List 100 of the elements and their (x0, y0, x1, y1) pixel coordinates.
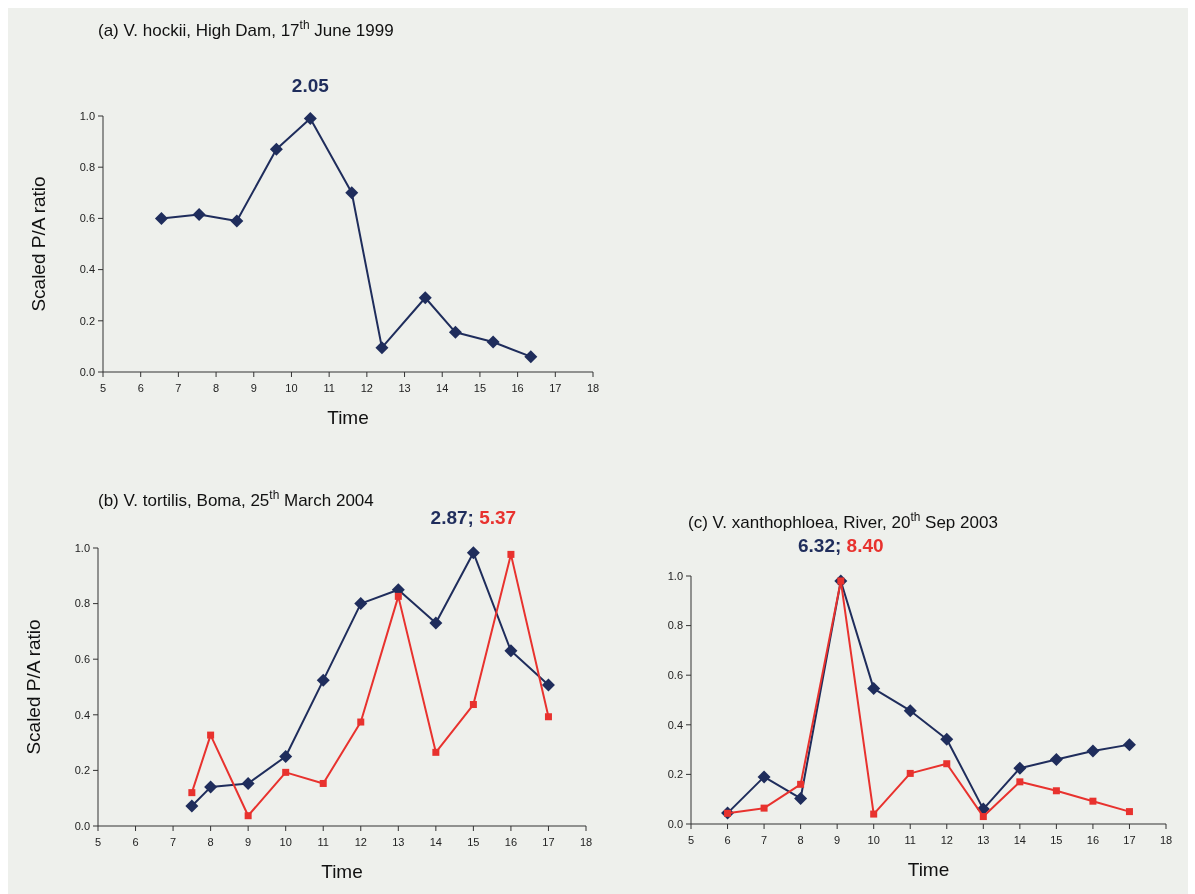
point (282, 768, 290, 776)
point (870, 810, 878, 818)
point (979, 813, 987, 821)
x-tick-label: 10 (285, 382, 298, 394)
x-tick-label: 14 (429, 836, 442, 848)
point (319, 779, 327, 787)
text: 2.87; (430, 507, 474, 528)
point (541, 678, 555, 692)
text: 8.40 (841, 535, 884, 556)
point (1086, 744, 1100, 758)
point (357, 718, 365, 726)
y-axis-title: Scaled P/A ratio (23, 619, 44, 755)
y-tick-label: 0.4 (667, 718, 683, 731)
point (241, 776, 255, 790)
y-tick-label: 0.8 (79, 161, 95, 174)
x-tick-label: 15 (473, 382, 487, 394)
point (432, 748, 440, 756)
point (448, 325, 462, 339)
point (207, 731, 215, 739)
chart-title: (c) V. xanthophloea, River, 20$^{th}$ Sep 2003 (688, 510, 998, 532)
point (906, 769, 914, 777)
y-tick-label: 0.0 (74, 819, 90, 832)
point (345, 186, 359, 200)
point (1089, 797, 1097, 805)
point (1013, 761, 1027, 775)
x-tick-label: 10 (279, 836, 292, 848)
x-tick-label: 6 (132, 836, 139, 848)
y-tick-label: 0.2 (667, 768, 683, 781)
point (230, 214, 244, 228)
x-tick-label: 9 (245, 836, 252, 848)
x-tick-label: 11 (323, 382, 335, 394)
point (943, 760, 951, 768)
x-tick-label: 5 (99, 382, 107, 394)
point (794, 791, 808, 805)
point (1049, 753, 1063, 767)
y-tick-label: 0.4 (79, 263, 95, 276)
x-axis-title: Time (321, 861, 363, 882)
x-tick-label: 8 (797, 834, 804, 846)
chart-title: (a) V. hockii, High Dam, 17$^{th}$ June 1999 (98, 18, 394, 40)
x-tick-label: 9 (250, 382, 257, 394)
point (316, 673, 330, 687)
point (504, 644, 518, 658)
y-tick-label: 1.0 (74, 541, 90, 554)
point (244, 812, 252, 820)
y-tick-label: 0.6 (74, 653, 90, 666)
point (507, 550, 515, 558)
point (279, 750, 293, 763)
x-tick-label: 16 (504, 836, 518, 848)
text: 5.37 (473, 507, 517, 528)
point (1125, 808, 1133, 816)
x-tick-label: 11 (317, 836, 329, 848)
x-tick-label: 18 (579, 836, 593, 848)
point (524, 350, 538, 364)
y-tick-label: 0.0 (79, 365, 95, 378)
point (192, 208, 206, 222)
point (760, 804, 768, 812)
x-tick-label: 12 (360, 382, 373, 394)
x-tick-label: 16 (1086, 834, 1100, 846)
y-tick-label: 1.0 (79, 109, 95, 122)
x-tick-label: 9 (834, 834, 841, 846)
point (1052, 787, 1060, 795)
point (154, 211, 168, 225)
x-tick-label: 11 (904, 834, 916, 846)
point (354, 597, 368, 611)
x-tick-label: 17 (1123, 834, 1136, 846)
point (204, 780, 218, 794)
point (544, 713, 552, 721)
y-tick-label: 0.6 (79, 212, 95, 225)
y-tick-label: 0.2 (79, 314, 95, 327)
x-tick-label: 8 (213, 382, 220, 394)
y-tick-label: 0.8 (667, 619, 683, 632)
point (903, 704, 917, 718)
point (1122, 738, 1136, 752)
x-axis-title: Time (907, 859, 950, 880)
point (429, 616, 443, 630)
point (418, 291, 432, 305)
x-tick-label: 12 (354, 836, 367, 848)
point (486, 335, 500, 349)
point (185, 799, 199, 813)
x-tick-label: 8 (207, 836, 214, 848)
text: 6.32; (798, 535, 842, 556)
x-axis-title: Time (327, 407, 369, 428)
y-tick-label: 0.4 (74, 708, 90, 721)
x-tick-label: 13 (977, 834, 990, 846)
text: 2.05 (291, 75, 330, 96)
point (797, 780, 805, 788)
y-tick-label: 1.0 (667, 569, 683, 582)
point (1016, 778, 1024, 786)
x-tick-label: 17 (549, 382, 562, 394)
x-tick-label: 5 (687, 834, 695, 846)
point (188, 789, 196, 797)
chart-title: (b) V. tortilis, Boma, 25$^{th}$ March 2004 (98, 488, 374, 510)
y-tick-label: 0.0 (667, 817, 683, 830)
x-tick-label: 14 (1013, 834, 1026, 846)
x-tick-label: 10 (867, 834, 880, 846)
x-tick-label: 16 (511, 382, 524, 394)
x-tick-label: 7 (761, 834, 768, 846)
x-tick-label: 7 (175, 382, 182, 394)
point (469, 701, 477, 709)
y-tick-label: 0.8 (74, 597, 90, 610)
